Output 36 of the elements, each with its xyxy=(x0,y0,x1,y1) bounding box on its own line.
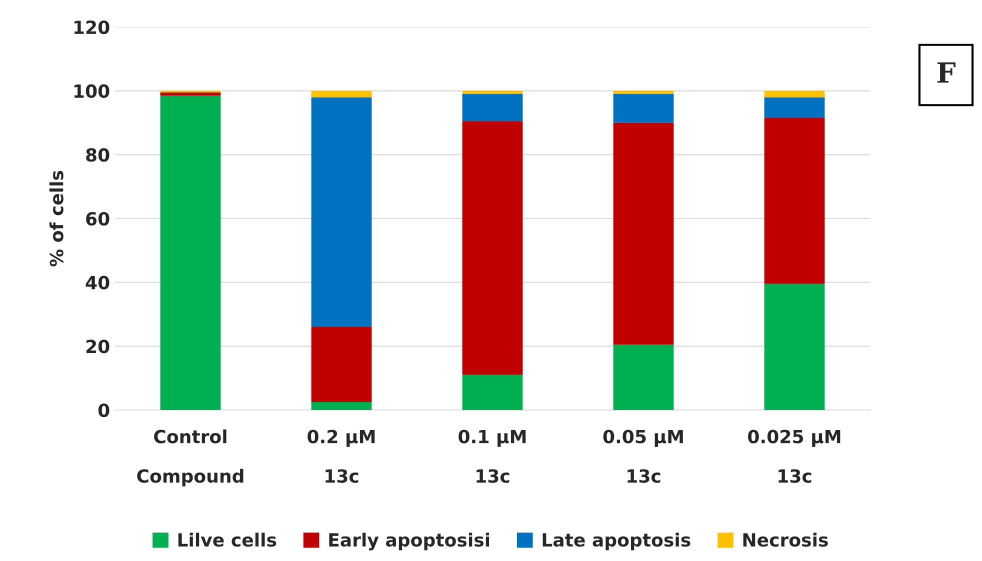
legend-label: Early apoptosisi xyxy=(329,532,490,550)
y-tick-label: 60 xyxy=(86,212,110,226)
bar xyxy=(311,97,372,328)
bar xyxy=(311,327,372,402)
bar xyxy=(462,374,523,410)
y-tick-label: 80 xyxy=(86,148,110,162)
y-axis-title: % of cells xyxy=(49,170,64,266)
y-tick-label: 20 xyxy=(86,340,110,354)
category-label: Control Compound xyxy=(137,429,244,486)
bar xyxy=(613,122,674,345)
y-tick-label: 100 xyxy=(74,84,110,98)
bar xyxy=(613,90,674,94)
bar xyxy=(613,344,674,410)
bar xyxy=(462,90,523,94)
bar xyxy=(613,94,674,123)
text: F xyxy=(937,62,956,83)
y-tick-label: 0 xyxy=(98,403,110,418)
y-tick-label: 40 xyxy=(86,276,110,290)
bar xyxy=(764,118,825,284)
bar xyxy=(311,402,372,410)
category-label: 0.05 µM 13c xyxy=(603,430,683,483)
bar xyxy=(462,121,523,375)
legend-label: Necrosis xyxy=(743,532,828,547)
bar xyxy=(160,92,221,96)
bar xyxy=(311,90,372,98)
y-tick-label: 120 xyxy=(74,20,110,34)
category-label: 0.2 µM 13c xyxy=(308,430,375,483)
category-label: 0.025 µM 13c xyxy=(748,430,840,483)
bar xyxy=(764,284,825,410)
bar xyxy=(764,97,825,118)
bar xyxy=(160,96,221,410)
category-label: 0.1 µM 13c xyxy=(458,430,526,483)
bar xyxy=(764,90,825,98)
legend-label: Late apoptosis xyxy=(542,532,690,550)
bar xyxy=(462,94,523,122)
legend-label: Lilve cells xyxy=(178,532,276,547)
